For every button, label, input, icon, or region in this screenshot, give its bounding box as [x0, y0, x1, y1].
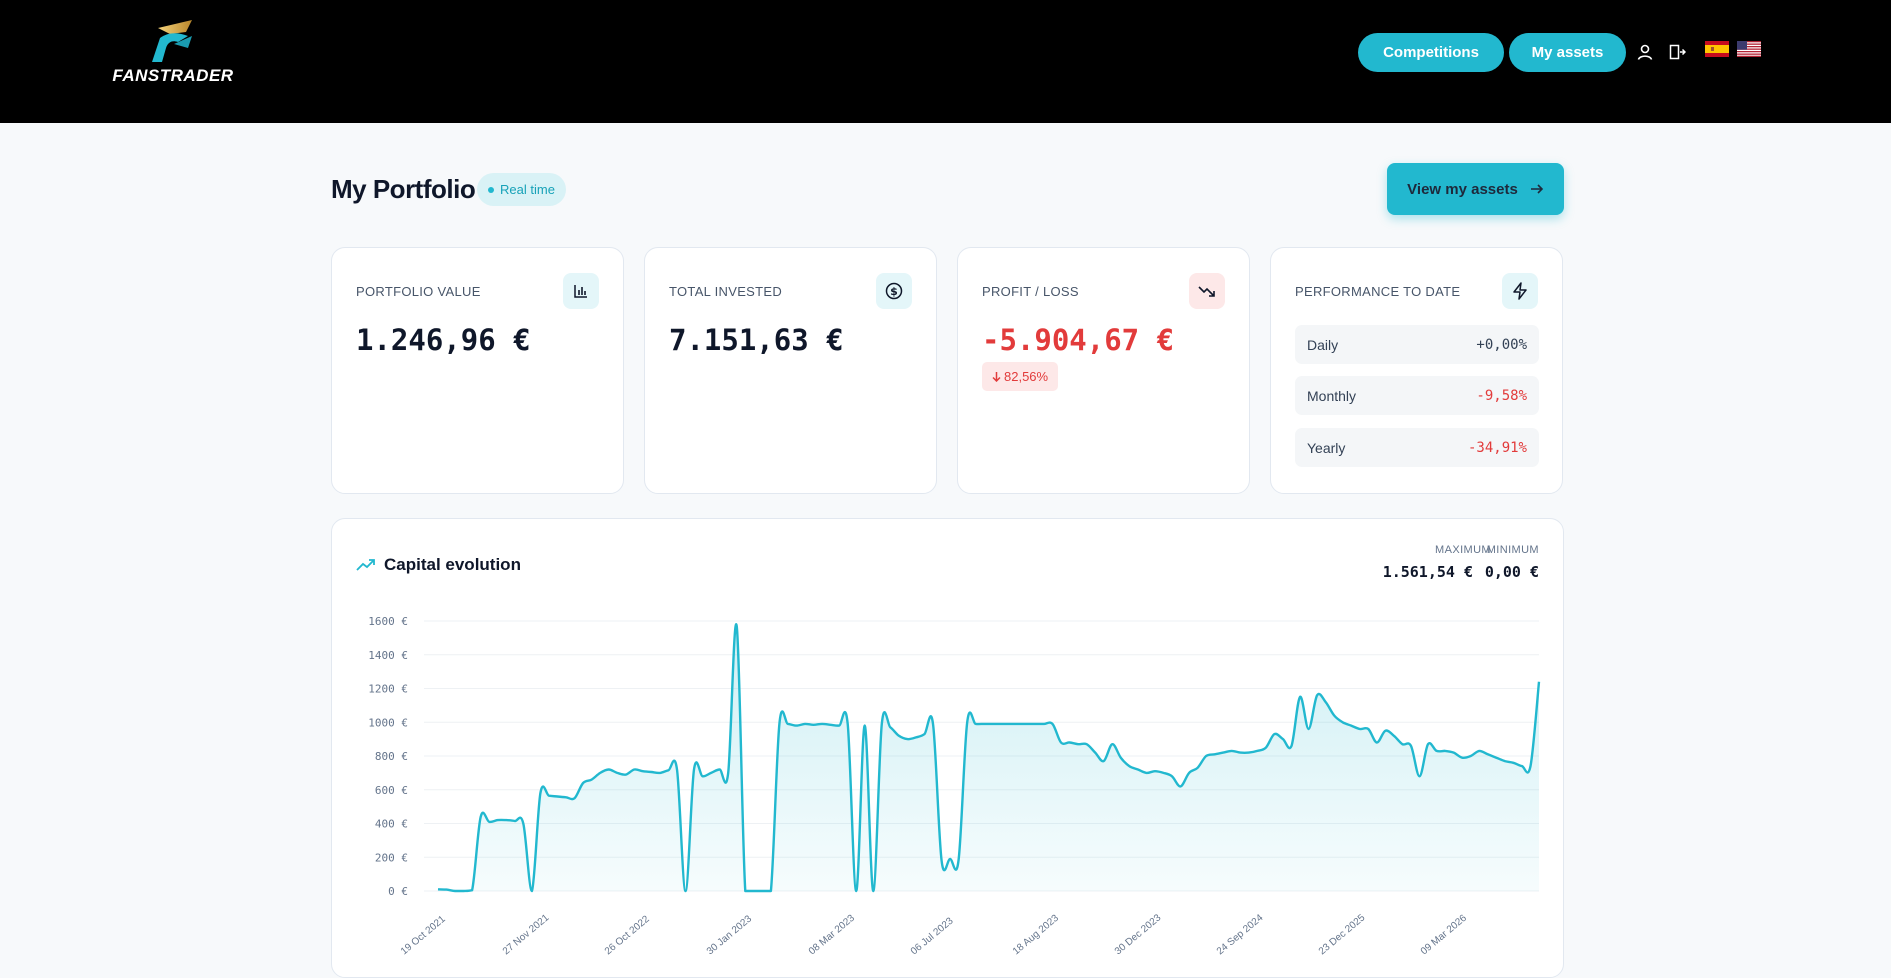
performance-name: Daily	[1307, 336, 1339, 353]
y-tick-label: 0 €	[388, 885, 408, 898]
maximum-label: MAXIMUM	[1435, 544, 1491, 556]
x-tick-label: 27 Nov 2021	[501, 912, 552, 955]
view-my-assets-label: View my assets	[1407, 180, 1518, 198]
y-tick-label: 1000 €	[368, 716, 408, 729]
y-tick-label: 600 €	[375, 784, 408, 797]
total-invested-label: TOTAL INVESTED	[669, 284, 783, 299]
profit-loss-amount: -5.904,67 €	[982, 323, 1175, 357]
series-area	[438, 624, 1539, 891]
y-tick-label: 800 €	[375, 750, 408, 763]
performance-row-monthly: Monthly -9,58%	[1295, 376, 1539, 415]
view-my-assets-button[interactable]: View my assets	[1387, 163, 1564, 215]
arrow-down-icon	[992, 372, 1001, 382]
realtime-badge: Real time	[477, 173, 566, 206]
capital-evolution-chart[interactable]: 0 € 200 € 400 € 600 € 800 € 1000 € 1200 € 1400 …	[332, 519, 1565, 955]
page-title: My Portfolio	[331, 174, 476, 204]
portfolio-value-label: PORTFOLIO VALUE	[356, 284, 481, 299]
y-tick-label: 1200 €	[368, 683, 408, 696]
maximum-value: 1.561,54 €	[1382, 563, 1473, 581]
minimum-label: MINIMUM	[1486, 544, 1539, 556]
performance-name: Monthly	[1307, 387, 1357, 404]
performance-value: +0,00%	[1476, 336, 1527, 353]
x-tick-label: 08 Mar 2023	[807, 912, 857, 955]
realtime-label: Real time	[500, 182, 555, 197]
x-tick-label: 26 Oct 2022	[603, 914, 652, 955]
brand-name: FANSTRADER	[112, 66, 234, 85]
dollar-coin-icon: $	[876, 273, 912, 309]
logo-icon	[152, 20, 192, 62]
status-dot	[488, 186, 495, 193]
x-tick-label: 30 Dec 2023	[1113, 912, 1164, 955]
x-tick-label: 09 Mar 2026	[1419, 912, 1469, 955]
profit-loss-change-badge: 82,56%	[982, 362, 1059, 391]
performance-card: PERFORMANCE TO DATE Daily +0,00% Monthly…	[1270, 247, 1563, 494]
lightning-icon	[1502, 273, 1538, 309]
top-navbar: FANSTRADER Competitions My assets	[0, 0, 1891, 123]
profit-loss-card: PROFIT / LOSS -5.904,67 € 82,56%	[957, 247, 1250, 494]
user-icon[interactable]	[1636, 43, 1654, 61]
spain-flag-icon[interactable]	[1705, 41, 1729, 57]
trending-down-icon	[1189, 273, 1225, 309]
trending-up-icon	[356, 559, 375, 571]
x-tick-label: 30 Jan 2023	[705, 913, 755, 955]
svg-text:$: $	[890, 285, 898, 298]
portfolio-value-card: PORTFOLIO VALUE 1.246,96 €	[331, 247, 624, 494]
profit-loss-change: 82,56%	[1004, 369, 1049, 384]
portfolio-value-amount: 1.246,96 €	[356, 323, 531, 357]
total-invested-card: TOTAL INVESTED $ 7.151,63 €	[644, 247, 937, 494]
capital-evolution-card: Capital evolution MAXIMUM 1.561,54 € MIN…	[331, 518, 1564, 978]
performance-row-yearly: Yearly -34,91%	[1295, 428, 1539, 467]
minimum-value: 0,00 €	[1484, 563, 1539, 581]
total-invested-amount: 7.151,63 €	[669, 323, 844, 357]
performance-row-daily: Daily +0,00%	[1295, 325, 1539, 364]
series-line	[437, 623, 1541, 893]
y-tick-label: 1600 €	[368, 615, 408, 628]
x-tick-label: 06 Jul 2023	[909, 915, 956, 955]
my-assets-button[interactable]: My assets	[1509, 33, 1626, 72]
competitions-button[interactable]: Competitions	[1358, 33, 1504, 72]
y-tick-label: 1400 €	[368, 649, 408, 662]
x-tick-label: 18 Aug 2023	[1011, 912, 1061, 955]
profit-loss-label: PROFIT / LOSS	[982, 284, 1079, 299]
chart-title: Capital evolution	[384, 555, 521, 574]
logout-icon[interactable]	[1668, 43, 1686, 61]
performance-value: -9,58%	[1476, 387, 1527, 404]
y-tick-label: 400 €	[375, 818, 408, 831]
arrow-right-icon	[1530, 184, 1543, 194]
x-tick-label: 19 Oct 2021	[399, 914, 448, 955]
x-tick-label: 23 Dec 2025	[1317, 912, 1368, 955]
performance-name: Yearly	[1307, 439, 1346, 456]
fanstrader-logo[interactable]: FANSTRADER	[92, 18, 254, 85]
y-tick-label: 200 €	[375, 851, 408, 864]
performance-label: PERFORMANCE TO DATE	[1295, 284, 1461, 299]
x-tick-label: 24 Sep 2024	[1215, 912, 1266, 955]
performance-value: -34,91%	[1467, 439, 1527, 456]
usa-flag-icon[interactable]	[1737, 41, 1761, 57]
bar-chart-icon	[563, 273, 599, 309]
